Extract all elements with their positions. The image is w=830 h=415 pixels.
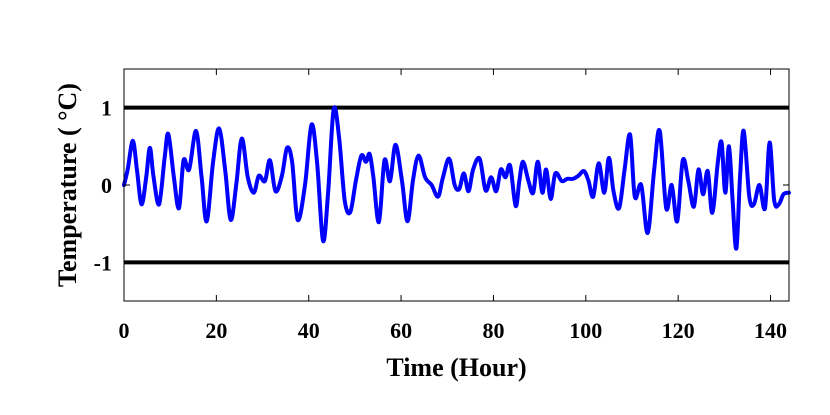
series-layer xyxy=(122,105,791,251)
x-tick-label: 40 xyxy=(298,318,320,343)
x-axis-label: Time (Hour) xyxy=(386,353,526,382)
y-tick-label: 1 xyxy=(101,96,112,121)
x-tick-label: 0 xyxy=(119,318,130,343)
temperature-series-line xyxy=(122,105,791,251)
y-axis-label: Temperature ( °C) xyxy=(53,83,82,287)
x-tick-label: 80 xyxy=(482,318,504,343)
x-tick-label: 20 xyxy=(205,318,227,343)
y-axis-ticks: -1 0 1 xyxy=(94,96,789,275)
x-tick-label: 100 xyxy=(569,318,602,343)
reference-lines xyxy=(124,105,789,265)
x-tick-label: 60 xyxy=(390,318,412,343)
y-tick-label: 0 xyxy=(101,173,112,198)
y-tick-label: -1 xyxy=(94,250,112,275)
x-tick-label: 140 xyxy=(754,318,787,343)
x-axis-ticks: 0 20 40 60 80 100 120 140 xyxy=(119,69,787,343)
x-tick-label: 120 xyxy=(662,318,695,343)
